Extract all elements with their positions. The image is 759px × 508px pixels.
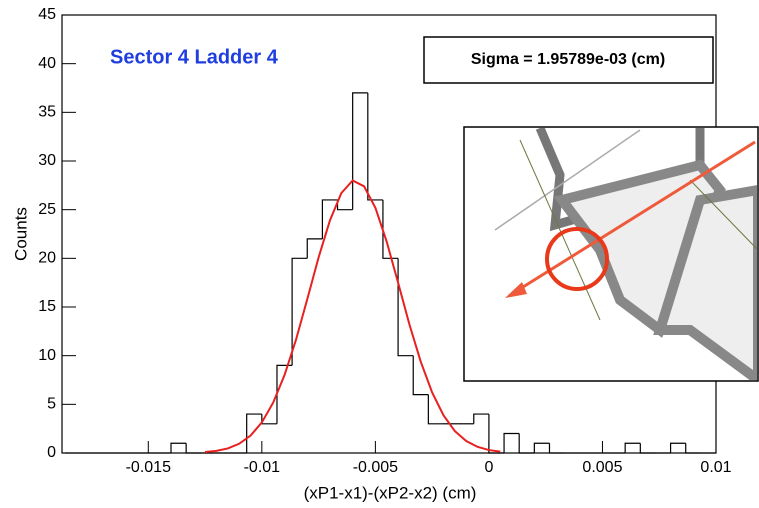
bar bbox=[624, 442, 641, 453]
annotation-box bbox=[423, 36, 714, 84]
bar bbox=[548, 443, 565, 454]
x-tick-label: 0.005 bbox=[582, 459, 622, 476]
wire bbox=[689, 179, 757, 250]
bar bbox=[669, 442, 686, 453]
wire bbox=[494, 129, 641, 231]
x-tick-label: 0.01 bbox=[700, 459, 731, 476]
y-axis-label: Counts bbox=[11, 207, 30, 261]
bar bbox=[352, 92, 368, 210]
bar bbox=[533, 442, 550, 453]
x-tick-label: 0 bbox=[484, 459, 493, 476]
bar bbox=[639, 443, 656, 454]
x-tick-label: -0.01 bbox=[244, 459, 281, 476]
y-tick-label: 40 bbox=[38, 55, 56, 72]
bar bbox=[488, 414, 505, 454]
x-tick-label: -0.015 bbox=[126, 459, 171, 476]
bar bbox=[306, 238, 323, 259]
bar bbox=[427, 394, 444, 425]
inset-content bbox=[494, 128, 757, 380]
annotation: Sigma = 1.95789e-03 (cm) bbox=[471, 51, 665, 68]
arrow bbox=[514, 140, 756, 294]
bar bbox=[321, 199, 338, 239]
arrow-head bbox=[505, 282, 527, 298]
bar bbox=[397, 258, 414, 357]
bar bbox=[246, 413, 262, 453]
x-tick-label: -0.005 bbox=[353, 459, 398, 476]
inset-photo bbox=[463, 126, 759, 382]
marks bbox=[62, 14, 717, 454]
y-tick-label: 25 bbox=[38, 201, 56, 218]
y-tick-label: 45 bbox=[38, 6, 56, 23]
ladder-part bbox=[653, 185, 757, 380]
x-axis-label: (xP1-x1)-(xP2-x2) (cm) bbox=[304, 483, 477, 502]
bar bbox=[382, 199, 399, 259]
bar bbox=[367, 92, 383, 201]
y-tick-label: 5 bbox=[47, 396, 56, 413]
bar bbox=[473, 413, 489, 424]
y-tick-label: 35 bbox=[38, 104, 56, 121]
bar bbox=[291, 257, 308, 366]
highlight-circle bbox=[545, 227, 609, 291]
bar bbox=[518, 433, 535, 454]
y-tick-label: 30 bbox=[38, 152, 56, 169]
y-tick-label: 15 bbox=[38, 298, 56, 315]
bar bbox=[185, 443, 202, 454]
bar bbox=[685, 443, 701, 454]
y-tick-label: 10 bbox=[38, 347, 56, 364]
bar bbox=[503, 432, 520, 453]
y-tick-label: 0 bbox=[47, 444, 56, 461]
fit-curve bbox=[204, 179, 501, 454]
wire bbox=[519, 139, 601, 321]
bar bbox=[412, 355, 429, 396]
y-tick-label: 20 bbox=[38, 250, 56, 267]
chart-title: Sector 4 Ladder 4 bbox=[110, 46, 279, 68]
bar bbox=[170, 442, 187, 453]
